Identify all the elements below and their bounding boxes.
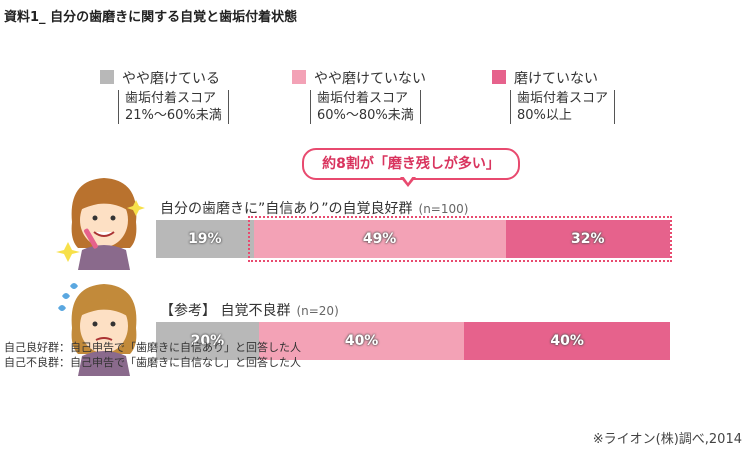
source-note: ※ライオン(株)調べ,2014: [592, 432, 742, 447]
bar-segment: [156, 322, 259, 360]
legend-label: やや磨けている: [122, 71, 220, 87]
page-title: 資料1_ 自分の歯磨きに関する自覚と歯垢付着状態: [4, 10, 298, 25]
callout-bubble: 約8割が「磨き残しが多い」: [302, 148, 520, 180]
legend-score-title: 歯垢付着スコア: [317, 91, 409, 106]
bar-segment: [464, 322, 670, 360]
footnote-good: 自己良好群：自己申告で「歯磨きに自信あり」と回答した人: [4, 341, 301, 354]
bar-segment: [505, 220, 670, 258]
bar-segment: [258, 322, 465, 360]
category-n: (n=100): [418, 202, 469, 216]
bar-segment: [253, 220, 506, 258]
legend-score-value: 60%〜80%未満: [317, 108, 414, 123]
category-label: 【参考】 自覚不良群: [160, 303, 291, 319]
highlight-dotted-frame: [248, 216, 672, 262]
bar-value-label: 40%: [550, 333, 584, 349]
legend-score-range: 歯垢付着スコア 60%〜80%未満: [310, 90, 421, 124]
legend-label: 磨けていない: [514, 71, 598, 87]
callout-quote: 「磨き残しが多い」: [373, 156, 500, 172]
chart-panel: やや磨けている 歯垢付着スコア 21%〜60%未満 やや磨けていない 歯垢付着ス…: [12, 38, 736, 378]
legend-swatch: [100, 70, 114, 84]
confident-woman-icon: [56, 178, 145, 270]
worried-woman-icon: [58, 283, 137, 376]
bar-good-group: 19% 49% 32%: [156, 220, 670, 258]
bar-value-label: 40%: [344, 333, 379, 349]
legend-score-title: 歯垢付着スコア: [517, 91, 609, 106]
legend-score-value: 21%〜60%未満: [125, 108, 222, 123]
legend-score-title: 歯垢付着スコア: [125, 91, 217, 106]
category-n: (n=20): [296, 304, 339, 318]
bar-value-label: 49%: [362, 231, 397, 247]
legend-score-range: 歯垢付着スコア 80%以上: [510, 90, 616, 124]
group-label-good: 自分の歯磨きに”自信あり”の自覚良好群 (n=100): [160, 198, 468, 218]
category-label: 自分の歯磨きに”自信あり”の自覚良好群: [160, 201, 413, 217]
legend-swatch: [292, 70, 306, 84]
callout-tail-inner: [403, 176, 413, 183]
footnotes: 自己良好群：自己申告で「歯磨きに自信あり」と回答した人 自己不良群：自己申告で「…: [4, 340, 301, 370]
bar-value-label: 20%: [190, 333, 225, 349]
footnote-poor: 自己不良群：自己申告で「歯磨きに自信なし」と回答した人: [4, 356, 301, 369]
legend-swatch: [492, 70, 506, 84]
legend-score-value: 80%以上: [517, 108, 572, 123]
callout-prefix: 約8割が: [322, 156, 374, 172]
bar-poor-group: 20% 40% 40%: [156, 322, 670, 360]
bar-segment: [156, 220, 254, 258]
legend-score-range: 歯垢付着スコア 21%〜60%未満: [118, 90, 229, 124]
group-label-poor: 【参考】 自覚不良群 (n=20): [160, 300, 339, 320]
bar-value-label: 32%: [570, 231, 605, 247]
legend-label: やや磨けていない: [314, 71, 426, 87]
bar-value-label: 19%: [188, 231, 222, 247]
